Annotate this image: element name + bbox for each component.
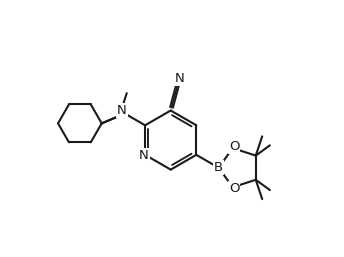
Text: B: B [214, 161, 223, 174]
Text: N: N [139, 149, 149, 162]
Text: O: O [229, 182, 239, 195]
Text: N: N [175, 72, 184, 85]
Text: O: O [229, 140, 239, 153]
Text: N: N [117, 104, 127, 117]
